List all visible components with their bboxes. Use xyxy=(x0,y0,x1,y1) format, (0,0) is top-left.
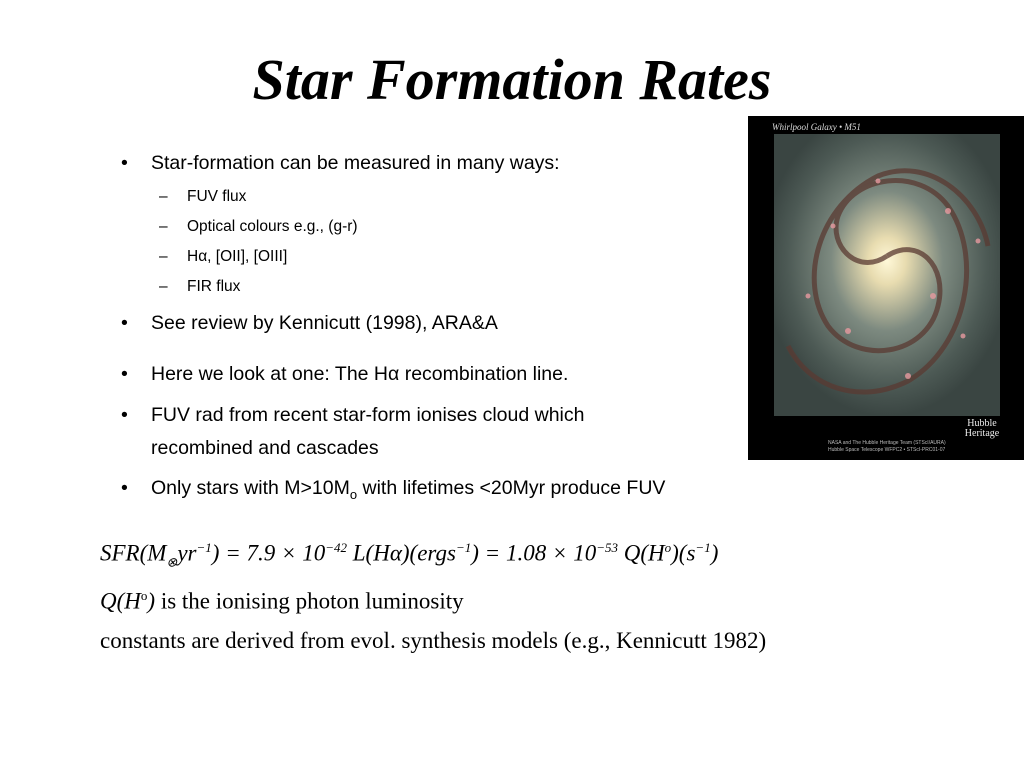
star-clusters xyxy=(805,178,981,379)
bullet: • Star-formation can be measured in many … xyxy=(121,152,560,174)
def-part: Q(H xyxy=(100,588,141,614)
eq-part: ) = 7.9 × 10 xyxy=(211,540,326,566)
eq-sub: ⊗ xyxy=(166,554,178,570)
bullet: • FUV rad from recent star-form ionises c… xyxy=(121,404,585,426)
definition: Q(Ho) is the ionising photon luminosity xyxy=(100,588,464,615)
eq-sup: −1 xyxy=(455,540,472,555)
sub-bullet: – FUV flux xyxy=(159,188,247,205)
image-logo: Hubble xyxy=(967,418,997,429)
def-part: is the ionising photon luminosity xyxy=(155,588,464,614)
eq-sup: o xyxy=(664,540,672,555)
equation: SFR(M⊗yr−1) = 7.9 × 10−42 L(Hα)(ergs−1) … xyxy=(100,540,718,570)
bullet: • Here we look at one: The Hα recombinati… xyxy=(121,363,569,385)
sub-bullet: – FIR flux xyxy=(159,278,241,295)
sub-bullet: – Hα, [OII], [OIII] xyxy=(159,248,288,265)
eq-sup: −53 xyxy=(596,540,618,555)
slide-title: Star Formation Rates xyxy=(252,47,772,112)
image-logo: Heritage xyxy=(965,428,1000,439)
spiral-arms xyxy=(785,168,991,395)
eq-part: Q(H xyxy=(618,540,665,566)
sub-bullet: – Optical colours e.g., (g-r) xyxy=(159,218,358,235)
sub-bullet-text: Optical colours e.g., (g-r) xyxy=(187,218,358,235)
bullet-text: Here we look at one: The Hα recombinatio… xyxy=(151,363,569,385)
def-part: ) xyxy=(147,588,156,614)
subscript: o xyxy=(349,486,358,502)
eq-part: )(s xyxy=(671,540,696,566)
sub-bullet-text: Hα, [OII], [OIII] xyxy=(187,248,288,265)
image-credit: Hubble Space Telescope WFPC2 • STScI-PRC… xyxy=(828,447,945,453)
def-sup: o xyxy=(140,588,148,603)
eq-sup: −1 xyxy=(196,540,212,555)
sub-bullet-text: FIR flux xyxy=(187,278,241,295)
eq-sup: −1 xyxy=(695,540,711,555)
eq-part: yr xyxy=(177,540,197,566)
eq-sup: −42 xyxy=(325,540,348,555)
bullet: • See review by Kennicutt (1998), ARA&A xyxy=(121,312,498,334)
image-credit: NASA and The Hubble Heritage Team (STScI… xyxy=(828,440,946,446)
bullet-continuation: recombined and cascades xyxy=(151,437,379,459)
bullet-text: Star-formation can be measured in many w… xyxy=(151,152,560,174)
bullet-text: See review by Kennicutt (1998), ARA&A xyxy=(151,312,498,334)
sub-bullet-text: FUV flux xyxy=(187,188,247,205)
bullet-text: with lifetimes <20Myr produce FUV xyxy=(357,477,666,499)
bullet-text: Only stars with M>10M xyxy=(151,477,350,499)
eq-part: L(Hα)(ergs xyxy=(347,540,456,566)
galaxy-image: Whirlpool Galaxy • M51 Hubble Heritage N… xyxy=(748,116,1024,460)
eq-part: SFR(M xyxy=(100,540,167,566)
bullet-text: FUV rad from recent star-form ionises cl… xyxy=(151,404,585,426)
eq-part: ) xyxy=(710,540,719,566)
bullet: • Only stars with M>10Mo with lifetimes <… xyxy=(121,477,666,502)
image-caption: Whirlpool Galaxy • M51 xyxy=(772,122,861,132)
eq-part: ) = 1.08 × 10 xyxy=(471,540,597,566)
note: constants are derived from evol. synthes… xyxy=(100,628,767,653)
